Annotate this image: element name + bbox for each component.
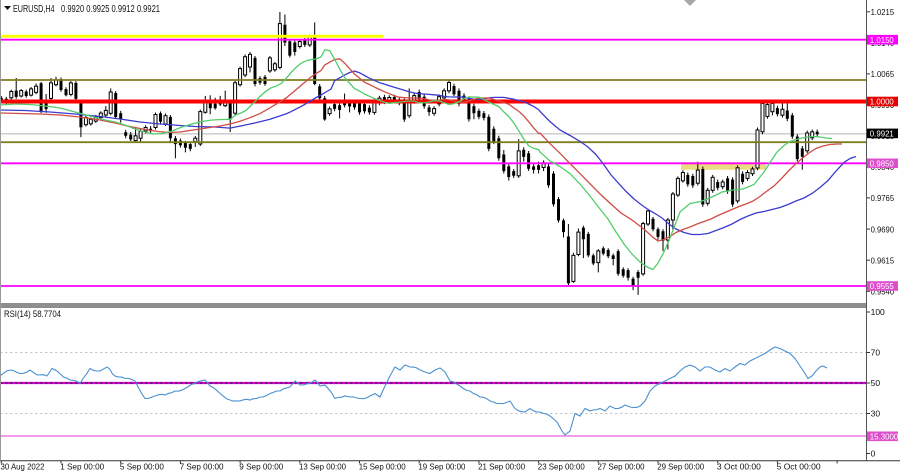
svg-text:15 Sep 00:00: 15 Sep 00:00 (359, 462, 406, 472)
svg-text:0.9765: 0.9765 (871, 193, 895, 203)
svg-text:27 Sep 00:00: 27 Sep 00:00 (598, 462, 645, 472)
svg-text:0.9690: 0.9690 (871, 224, 895, 234)
svg-text:0.9555: 0.9555 (870, 281, 894, 291)
svg-text:7 Sep 00:00: 7 Sep 00:00 (180, 462, 224, 472)
svg-text:13 Sep 00:00: 13 Sep 00:00 (299, 462, 346, 472)
svg-text:0.9540: 0.9540 (871, 287, 895, 297)
svg-text:RSI(14) 58.7704: RSI(14) 58.7704 (4, 309, 61, 320)
svg-text:15.3000: 15.3000 (870, 432, 899, 442)
svg-text:3 Oct 00:00: 3 Oct 00:00 (717, 462, 761, 472)
svg-text:5 Oct 00:00: 5 Oct 00:00 (777, 462, 821, 472)
svg-text:5 Sep 00:00: 5 Sep 00:00 (120, 462, 164, 472)
svg-text:1.0215: 1.0215 (871, 7, 895, 17)
svg-text:50: 50 (871, 378, 881, 388)
svg-text:30 Aug 2022: 30 Aug 2022 (1, 462, 45, 472)
svg-text:1 Sep 00:00: 1 Sep 00:00 (60, 462, 104, 472)
svg-text:19 Sep 00:00: 19 Sep 00:00 (418, 462, 465, 472)
svg-text:1.0000: 1.0000 (870, 97, 894, 107)
svg-text:1.0150: 1.0150 (870, 35, 894, 45)
svg-text:30: 30 (871, 409, 881, 419)
svg-text:0.9850: 0.9850 (870, 159, 894, 169)
svg-text:0: 0 (871, 449, 876, 459)
svg-text:0.9615: 0.9615 (871, 255, 895, 265)
svg-text:100: 100 (871, 307, 885, 317)
svg-text:70: 70 (871, 348, 881, 358)
svg-text:EURUSD,H4: EURUSD,H4 (13, 4, 55, 15)
svg-text:1.0065: 1.0065 (871, 69, 895, 79)
svg-text:29 Sep 00:00: 29 Sep 00:00 (657, 462, 704, 472)
svg-text:23 Sep 00:00: 23 Sep 00:00 (538, 462, 585, 472)
svg-text:0.9920 0.9925 0.9912 0.9921: 0.9920 0.9925 0.9912 0.9921 (61, 4, 160, 15)
svg-text:0.9921: 0.9921 (870, 129, 894, 139)
svg-text:21 Sep 00:00: 21 Sep 00:00 (478, 462, 525, 472)
svg-text:9 Sep 00:00: 9 Sep 00:00 (239, 462, 283, 472)
